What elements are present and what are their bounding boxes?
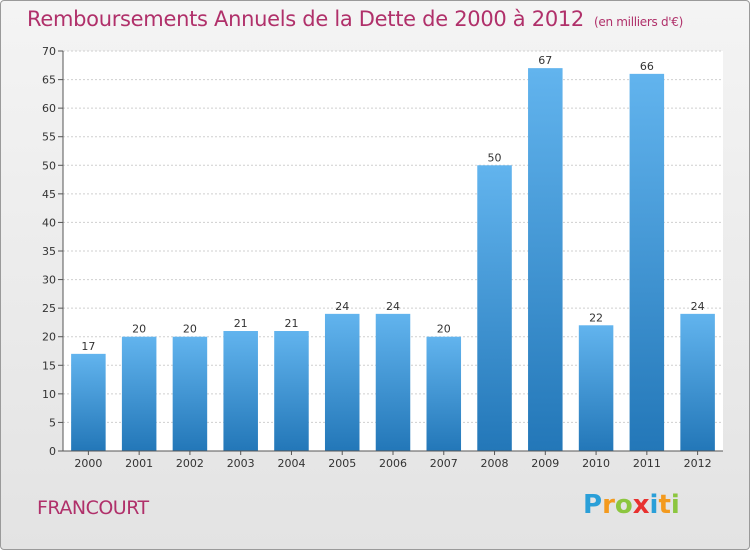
x-tick-label: 2012: [684, 457, 712, 470]
data-label: 20: [437, 323, 451, 336]
bar-2009: [528, 68, 563, 452]
x-tick-label: 2010: [582, 457, 610, 470]
data-label: 20: [132, 323, 146, 336]
bars: [71, 68, 715, 452]
y-axis-tick-labels: 0 5 10 15 20 25 30 35 40 45 50 55 60 65 70: [42, 45, 56, 458]
chart-title-text: Remboursements Annuels de la Dette de 20…: [27, 7, 584, 31]
bar-2002: [172, 336, 208, 451]
logo-letter: r: [602, 490, 615, 520]
commune-name: FRANCOURT: [37, 497, 149, 519]
x-tick-label: 2005: [328, 457, 356, 470]
bar-2012: [680, 313, 715, 451]
data-label: 50: [488, 151, 502, 164]
bar-2000: [71, 353, 106, 451]
x-axis-tick-labels: 2000 2001 2002 2003 2004 2005 2006 2007 2008 2009…: [74, 457, 711, 470]
x-tick-label: 2009: [531, 457, 559, 470]
proxiti-logo: Proxiti: [583, 490, 680, 520]
axes: [62, 51, 723, 455]
logo-letter: P: [583, 490, 603, 520]
y-tick-label: 70: [42, 45, 56, 58]
y-tick-label: 5: [49, 416, 56, 429]
data-labels: 17 20 20 21 21 24 24 20 50 67 22 66 24: [81, 54, 704, 353]
data-label: 66: [640, 60, 654, 73]
y-tick-label: 60: [42, 102, 56, 115]
y-tick-label: 25: [42, 302, 56, 315]
data-label: 20: [183, 323, 197, 336]
y-tick-label: 20: [42, 331, 56, 344]
bar-2011: [629, 73, 665, 451]
logo-letter: o: [614, 490, 633, 520]
bar-2006: [375, 313, 411, 451]
y-tick-label: 15: [42, 359, 56, 372]
data-label: 22: [589, 311, 603, 324]
logo-letter: t: [658, 490, 671, 520]
data-label: 21: [234, 317, 248, 330]
y-tick-label: 45: [42, 188, 56, 201]
bar-2003: [223, 331, 258, 451]
logo-letter: i: [670, 490, 680, 520]
data-label: 24: [386, 300, 400, 313]
x-tick-label: 2002: [176, 457, 204, 470]
data-label: 17: [81, 340, 95, 353]
y-tick-label: 40: [42, 216, 56, 229]
x-tick-label: 2006: [379, 457, 407, 470]
chart-title: Remboursements Annuels de la Dette de 20…: [27, 7, 683, 31]
bar-2004: [274, 331, 309, 451]
x-tick-label: 2001: [125, 457, 153, 470]
y-tick-label: 0: [49, 445, 56, 458]
y-tick-label: 35: [42, 245, 56, 258]
x-tick-label: 2007: [430, 457, 458, 470]
chart-subtitle: (en milliers d'€): [594, 15, 684, 29]
y-tick-label: 30: [42, 274, 56, 287]
y-tick-label: 50: [42, 159, 56, 172]
bar-2001: [121, 336, 157, 451]
data-label: 24: [691, 300, 705, 313]
bar-2010: [578, 325, 614, 451]
bar-2005: [324, 313, 360, 451]
data-label: 21: [284, 317, 298, 330]
data-label: 24: [335, 300, 349, 313]
y-tick-label: 10: [42, 388, 56, 401]
x-tick-label: 2008: [481, 457, 509, 470]
y-tick-label: 65: [42, 74, 56, 87]
bar-2008: [477, 165, 512, 452]
x-tick-label: 2004: [277, 457, 305, 470]
x-tick-label: 2000: [74, 457, 102, 470]
x-tick-label: 2003: [227, 457, 255, 470]
y-tick-label: 55: [42, 131, 56, 144]
logo-letter: i: [649, 490, 659, 520]
bar-2007: [426, 336, 462, 451]
logo-letter: x: [632, 490, 650, 520]
data-label: 67: [538, 54, 552, 67]
x-tick-label: 2011: [633, 457, 661, 470]
